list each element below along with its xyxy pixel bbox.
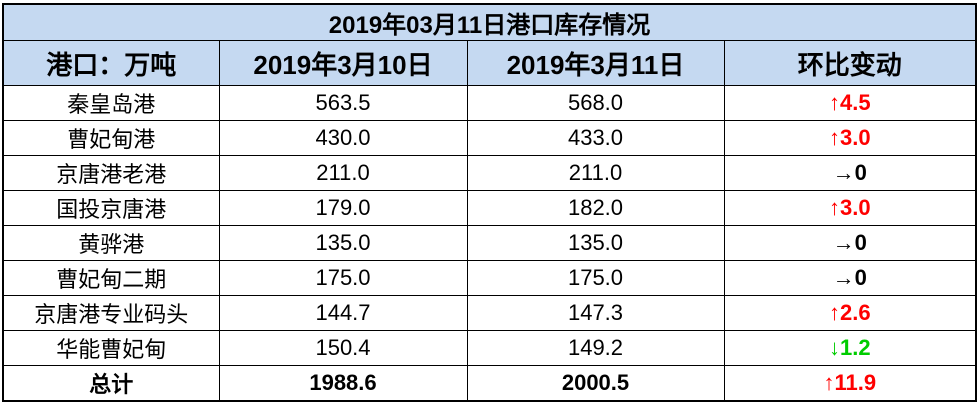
port-cell: 曹妃甸二期 xyxy=(2,260,220,296)
data-row: 国投京唐港 179.0 182.0 ↑3.0 xyxy=(2,190,977,226)
port-cell: 京唐港老港 xyxy=(2,155,220,191)
value-cell: 150.4 xyxy=(218,330,468,366)
change-cell: →0 xyxy=(723,155,977,191)
port-cell: 总计 xyxy=(2,365,220,402)
port-cell: 京唐港专业码头 xyxy=(2,295,220,331)
change-cell: ↑11.9 xyxy=(723,365,977,402)
port-cell: 黄骅港 xyxy=(2,225,220,261)
value-cell: 175.0 xyxy=(466,260,725,296)
data-row: 曹妃甸二期 175.0 175.0 →0 xyxy=(2,260,977,296)
inventory-table: 2019年03月11日港口库存情况 港口：万吨 2019年3月10日 2019年3月… xyxy=(2,3,978,402)
value-cell: 2000.5 xyxy=(466,365,725,402)
port-cell: 曹妃甸港 xyxy=(2,120,220,156)
value-cell: 179.0 xyxy=(218,190,468,226)
change-cell: ↑4.5 xyxy=(723,85,977,121)
data-row: 秦皇岛港 563.5 568.0 ↑4.5 xyxy=(2,85,977,121)
port-cell: 国投京唐港 xyxy=(2,190,220,226)
data-row: 曹妃甸港 430.0 433.0 ↑3.0 xyxy=(2,120,977,156)
change-cell: 环比变动 xyxy=(723,40,977,86)
value-cell: 182.0 xyxy=(466,190,725,226)
title-row: 2019年03月11日港口库存情况 xyxy=(2,3,977,41)
table-body: 2019年03月11日港口库存情况 港口：万吨 2019年3月10日 2019年3月… xyxy=(2,3,977,402)
change-cell: ↑3.0 xyxy=(723,120,977,156)
data-row: 华能曹妃甸 150.4 149.2 ↓1.2 xyxy=(2,330,977,366)
table-title: 2019年03月11日港口库存情况 xyxy=(2,3,977,41)
value-cell: 144.7 xyxy=(218,295,468,331)
value-cell: 2019年3月10日 xyxy=(218,40,468,86)
data-row: 黄骅港 135.0 135.0 →0 xyxy=(2,225,977,261)
change-cell: ↓1.2 xyxy=(723,330,977,366)
value-cell: 433.0 xyxy=(466,120,725,156)
total-row: 总计 1988.6 2000.5 ↑11.9 xyxy=(2,365,977,402)
value-cell: 2019年3月11日 xyxy=(466,40,725,86)
value-cell: 135.0 xyxy=(218,225,468,261)
port-cell: 秦皇岛港 xyxy=(2,85,220,121)
change-cell: ↑2.6 xyxy=(723,295,977,331)
port-cell: 港口：万吨 xyxy=(2,40,220,86)
value-cell: 568.0 xyxy=(466,85,725,121)
header-row: 港口：万吨 2019年3月10日 2019年3月11日 环比变动 xyxy=(2,40,977,86)
value-cell: 430.0 xyxy=(218,120,468,156)
data-row: 京唐港专业码头 144.7 147.3 ↑2.6 xyxy=(2,295,977,331)
change-cell: ↑3.0 xyxy=(723,190,977,226)
change-cell: →0 xyxy=(723,225,977,261)
value-cell: 563.5 xyxy=(218,85,468,121)
data-row: 京唐港老港 211.0 211.0 →0 xyxy=(2,155,977,191)
value-cell: 147.3 xyxy=(466,295,725,331)
change-cell: →0 xyxy=(723,260,977,296)
value-cell: 175.0 xyxy=(218,260,468,296)
value-cell: 211.0 xyxy=(218,155,468,191)
value-cell: 135.0 xyxy=(466,225,725,261)
value-cell: 211.0 xyxy=(466,155,725,191)
value-cell: 149.2 xyxy=(466,330,725,366)
value-cell: 1988.6 xyxy=(218,365,468,402)
port-cell: 华能曹妃甸 xyxy=(2,330,220,366)
